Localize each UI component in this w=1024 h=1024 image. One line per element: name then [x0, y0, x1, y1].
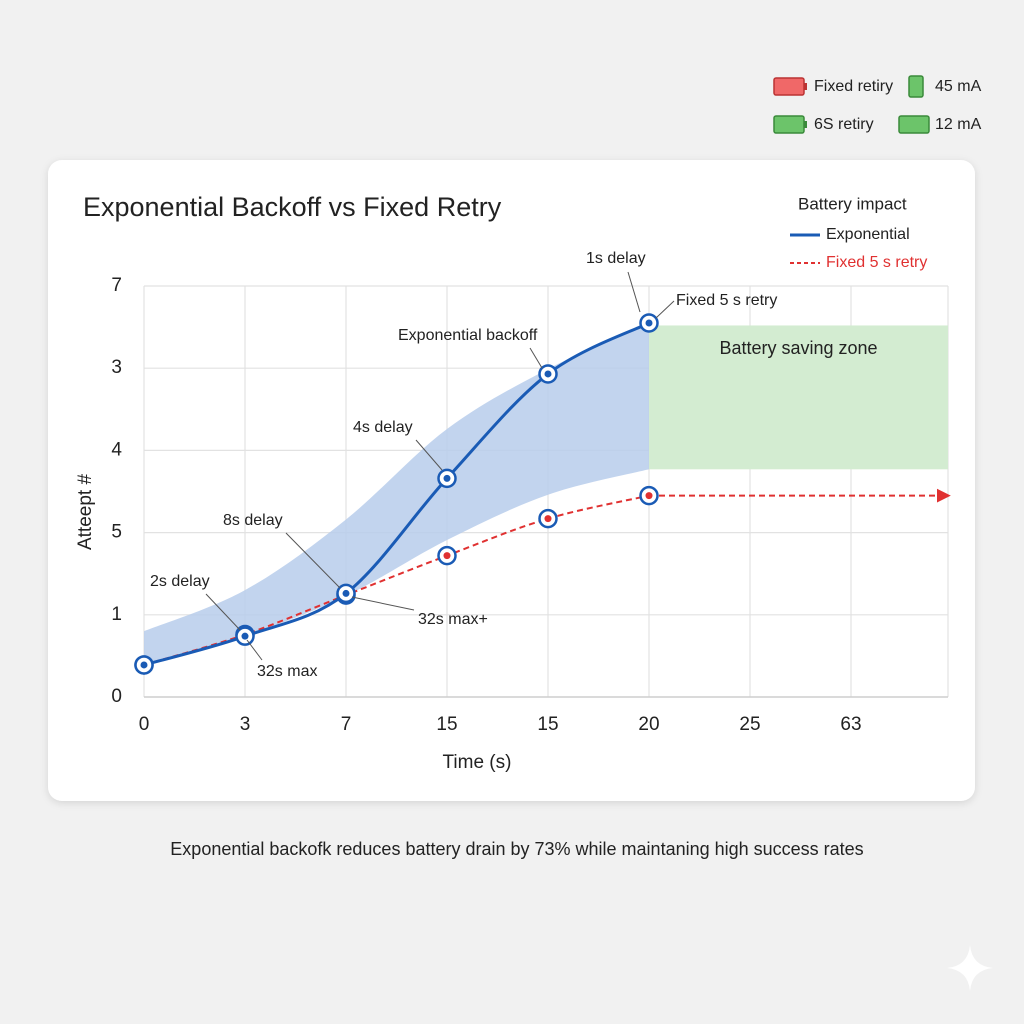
- y-tick-label: 1: [111, 604, 122, 625]
- zone-label: Battery saving zone: [719, 338, 877, 358]
- point-dot: [645, 319, 653, 327]
- battery-icon: [898, 115, 930, 134]
- y-tick-label: 7: [111, 275, 122, 296]
- point-marker: [437, 545, 457, 566]
- chart-title: Exponential Backoff vs Fixed Retry: [83, 192, 502, 222]
- battery-legend: Fixed retiry 45 mA 6S retiry 12 mA: [773, 75, 982, 134]
- y-axis-label: Atteept #: [75, 474, 96, 550]
- annotation: 32s max+: [418, 611, 488, 628]
- battery-icon: [773, 77, 805, 96]
- point-marker: [538, 508, 558, 529]
- battery-saving-zone: [649, 325, 948, 470]
- series-line: [143, 494, 650, 666]
- annotation: Fixed 5 s retry: [676, 292, 777, 309]
- point-marker: [639, 313, 659, 333]
- y-tick-label: 3: [111, 357, 122, 378]
- x-tick-label: 20: [638, 714, 659, 735]
- annotations: 1s delay Fixed 5 s retry Exponential bac…: [150, 250, 777, 680]
- point-dot: [544, 515, 552, 523]
- x-tick-label: 63: [840, 714, 861, 735]
- battery-legend-label: 45 mA: [935, 78, 982, 95]
- legend-title: Battery impact: [798, 194, 907, 213]
- annotation: 4s delay: [353, 419, 413, 436]
- y-tick-label: 5: [111, 522, 122, 543]
- legend-label: Exponential: [826, 226, 910, 243]
- annotation: Exponential backoff: [398, 327, 538, 344]
- point-dot: [544, 370, 552, 378]
- x-tick-label: 25: [739, 714, 760, 735]
- point-dot: [443, 552, 451, 560]
- x-tick-label: 15: [537, 714, 558, 735]
- battery-legend-label: 12 mA: [935, 116, 982, 133]
- annotation: 2s delay: [150, 573, 210, 590]
- battery-legend-label: Fixed retiry: [814, 78, 893, 95]
- point-marker: [639, 485, 659, 506]
- x-tick-label: 15: [436, 714, 457, 735]
- point-dot: [645, 492, 653, 500]
- caption: Exponential backofk reduces battery drai…: [170, 839, 863, 859]
- confidence-band: [144, 322, 649, 665]
- point-marker: [538, 364, 558, 384]
- annotation: 32s max: [257, 663, 317, 680]
- x-axis-label: Time (s): [443, 752, 512, 773]
- sparkle-icon: [947, 945, 993, 991]
- point-marker: [437, 468, 457, 489]
- point-dot: [241, 632, 249, 640]
- legend-label: Fixed 5 s retry: [826, 254, 927, 271]
- point-dot: [140, 661, 148, 669]
- y-tick-label: 4: [111, 439, 122, 460]
- y-tick-label: 0: [111, 686, 122, 707]
- battery-icon: [773, 115, 805, 134]
- annotation: 1s delay: [586, 250, 646, 267]
- annotation: 8s delay: [223, 512, 283, 529]
- point-marker: [134, 655, 154, 675]
- battery-legend-label: 6S retiry: [814, 116, 874, 133]
- x-tick-label: 0: [139, 714, 150, 735]
- point-dot: [443, 474, 451, 482]
- x-tick-label: 7: [341, 714, 352, 735]
- point-marker: [336, 583, 356, 604]
- point-dot: [342, 589, 350, 597]
- point-marker: [235, 626, 255, 646]
- x-tick-label: 3: [240, 714, 251, 735]
- battery-icon: [908, 75, 924, 98]
